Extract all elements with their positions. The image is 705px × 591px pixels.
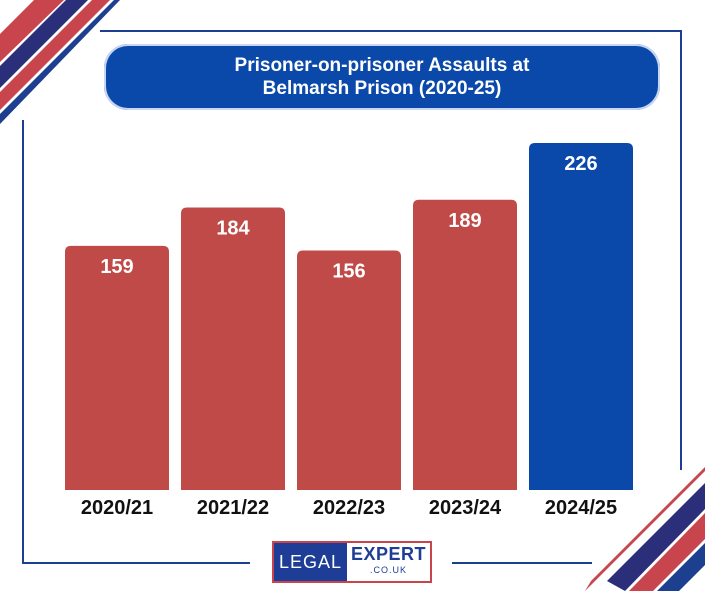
chart-title-line-1: Prisoner-on-prisoner Assaults at xyxy=(234,55,530,76)
x-tick-label: 2023/24 xyxy=(429,497,502,519)
frame-line-bottom-left xyxy=(22,562,250,564)
frame-line-bottom-right xyxy=(452,562,592,564)
bar-2021-22 xyxy=(181,207,285,490)
bar-value-label: 156 xyxy=(332,260,365,282)
corner-stripes-top-left xyxy=(0,0,120,124)
chart-title-line-2: Belmarsh Prison (2020-25) xyxy=(262,78,502,99)
logo-sub-text: .CO.UK xyxy=(369,565,407,575)
bar-2022-23 xyxy=(297,250,401,490)
corner-stripes-bottom-right xyxy=(585,467,705,591)
bar-2023-24 xyxy=(413,199,517,490)
frame-line-left xyxy=(22,120,24,564)
bar-value-label: 226 xyxy=(564,153,597,175)
bar-2020-21 xyxy=(65,245,169,490)
bar-value-label: 159 xyxy=(100,256,133,278)
legal-expert-logo: LEGAL EXPERT .CO.UK xyxy=(272,541,432,583)
logo-left-text: LEGAL xyxy=(274,543,347,581)
frame-line-right xyxy=(680,30,682,470)
chart-title: Prisoner-on-prisoner Assaults at Belmars… xyxy=(104,44,660,110)
bar-value-label: 184 xyxy=(216,217,250,239)
x-tick-label: 2020/21 xyxy=(81,497,153,519)
frame-line-top xyxy=(100,30,682,32)
x-tick-label: 2022/23 xyxy=(313,497,385,519)
x-tick-label: 2021/22 xyxy=(197,497,269,519)
bar-2024-25 xyxy=(529,143,633,490)
logo-main-text: EXPERT xyxy=(350,544,427,564)
bar-value-label: 189 xyxy=(448,210,481,232)
x-tick-label: 2024/25 xyxy=(545,497,617,519)
logo-right-block: EXPERT .CO.UK xyxy=(347,543,430,581)
